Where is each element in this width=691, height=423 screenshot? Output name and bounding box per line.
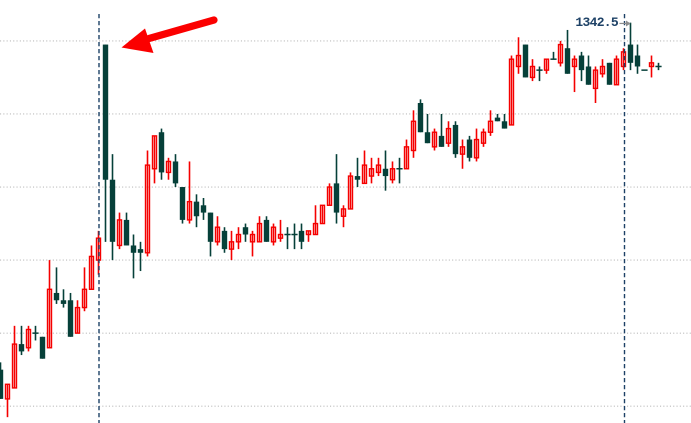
candle-90-body (627, 44, 634, 63)
candle-84-body (585, 66, 592, 85)
candle-80-body (557, 43, 564, 64)
candle-53-body (368, 168, 375, 177)
candle-56-body (389, 168, 396, 181)
candle-89-body (620, 51, 627, 68)
candle-68-body (473, 138, 480, 159)
candle-8-body (53, 292, 60, 301)
candle-32-body (221, 230, 228, 250)
candle-3-body (18, 344, 25, 352)
candle-45-body (312, 222, 319, 236)
candle-52-body (361, 164, 368, 185)
candle-65-body (452, 124, 459, 155)
candle-72-body (501, 121, 508, 129)
candle-10-body (67, 300, 74, 337)
annotation-arrow-head-icon (121, 28, 154, 53)
candle-91-body (634, 55, 641, 67)
candle-67-body (466, 139, 473, 158)
candle-50-body (347, 175, 354, 210)
candle-30-body (207, 212, 214, 242)
candle-43-body (298, 230, 305, 242)
candle-20-body (137, 249, 144, 253)
candle-7-body (46, 288, 53, 349)
candle-37-body (256, 222, 263, 243)
candle-85-body (592, 69, 599, 90)
price-flag-label: 1342.5 (575, 15, 618, 31)
candle-29-body (200, 205, 207, 213)
candle-1-body (4, 383, 11, 400)
candle-6-body (39, 336, 46, 359)
candle-36-body (249, 233, 256, 243)
candle-58-body (403, 146, 410, 170)
candle-75-body (522, 44, 529, 78)
candle-73-body (508, 58, 515, 126)
candle-2-body (11, 343, 18, 389)
candle-86-body (599, 65, 606, 75)
candle-0-body (0, 369, 4, 399)
candle-11-body (74, 306, 81, 334)
candle-61-body (424, 132, 431, 144)
candle-4-body (25, 328, 32, 349)
candle-12-body (81, 288, 88, 309)
annotation-arrow-shaft (145, 16, 218, 43)
candle-38-body (263, 219, 270, 242)
candle-40-body (277, 233, 284, 239)
candle-49-body (340, 208, 347, 217)
candle-74-body (515, 54, 522, 68)
candle-46-body (319, 204, 326, 225)
candle-9-body (60, 300, 67, 304)
candle-19-body (130, 245, 137, 253)
price-label-arrow-icon (626, 20, 631, 27)
candle-63-body (438, 135, 445, 147)
candle-22-body (151, 135, 158, 170)
candle-39-body (270, 226, 277, 243)
candle-15-body (102, 44, 109, 180)
candle-26-body (179, 187, 186, 220)
candle-23-body (158, 132, 165, 173)
candle-13-body (88, 255, 95, 291)
candle-87-body (606, 62, 613, 85)
candle-62-body (431, 131, 438, 148)
candle-71-body (494, 117, 501, 122)
candle-51-body (354, 176, 361, 180)
candle-21-body (144, 164, 151, 254)
candle-78-body (543, 58, 550, 71)
candle-31-body (214, 226, 221, 243)
candle-33-body (228, 241, 235, 250)
candle-69-body (480, 131, 487, 144)
candle-76-body (529, 65, 536, 79)
candle-25-body (172, 161, 179, 184)
candle-17-body (116, 219, 123, 247)
candle-60-body (417, 103, 424, 133)
candle-27-body (186, 200, 193, 221)
candle-18-body (123, 219, 130, 246)
candle-66-body (459, 146, 466, 155)
candle-93-body (648, 62, 655, 68)
candle-44-body (305, 230, 312, 236)
candle-81-body (564, 48, 571, 74)
candle-83-body (578, 55, 585, 71)
candle-64-body (445, 127, 452, 144)
candle-24-body (165, 160, 172, 174)
candle-82-body (571, 58, 578, 68)
candle-16-body (109, 179, 116, 242)
candle-54-body (375, 164, 382, 174)
candle-47-body (326, 186, 333, 206)
candle-59-body (410, 120, 417, 152)
candle-48-body (333, 183, 340, 213)
candle-70-body (487, 120, 494, 133)
candle-55-body (382, 168, 389, 177)
candle-88-body (613, 58, 620, 86)
candle-28-body (193, 201, 200, 217)
candle-34-body (235, 233, 242, 243)
candle-35-body (242, 227, 249, 235)
